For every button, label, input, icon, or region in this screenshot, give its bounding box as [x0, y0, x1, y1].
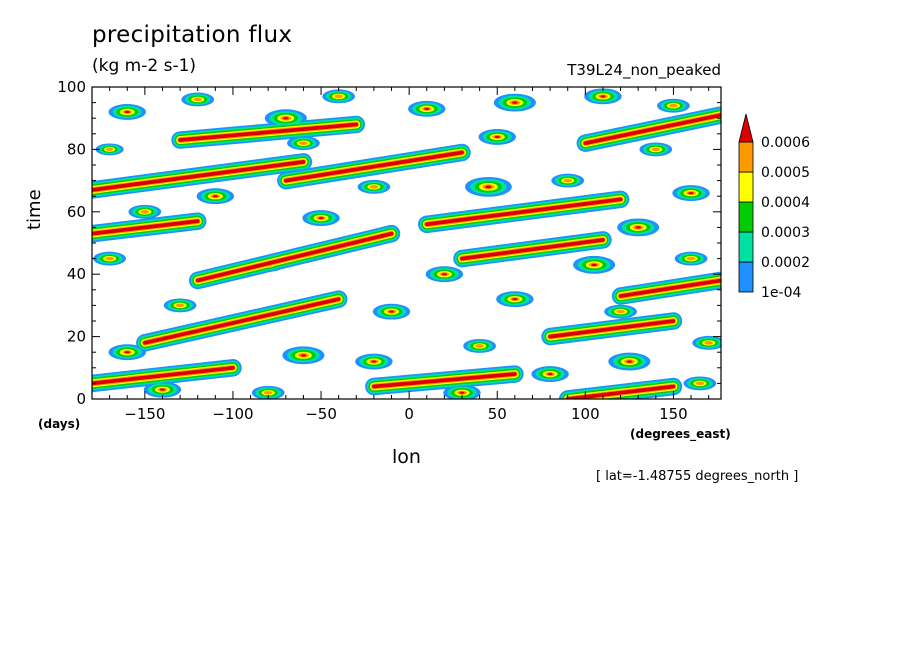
blob-38 — [459, 391, 465, 394]
streak-4 — [583, 113, 721, 146]
blob-16 — [563, 178, 572, 183]
y-tick-label: 60 — [67, 203, 86, 221]
blob-5 — [424, 107, 430, 110]
colorbar-label: 0.0005 — [761, 165, 810, 181]
blob-21 — [105, 256, 114, 261]
blob-23 — [441, 273, 448, 276]
x-axis-label: lon — [392, 446, 421, 468]
blob-18 — [140, 209, 150, 214]
colorbar-box-2 — [738, 231, 754, 263]
colorbar-box-3 — [738, 201, 754, 233]
streak-12 — [92, 365, 235, 386]
streak-3 — [178, 122, 359, 142]
blob-3 — [282, 116, 289, 120]
contour-level-6 — [92, 95, 721, 399]
y-tick-label: 40 — [67, 265, 86, 283]
y-axis-unit: (days) — [38, 417, 81, 431]
y-tick-label: 100 — [57, 78, 86, 96]
blob-30 — [124, 351, 130, 354]
x-axis-unit: (degrees_east) — [630, 427, 731, 441]
y-tick-label: 20 — [67, 328, 86, 346]
blob-1 — [124, 110, 130, 114]
blob-12 — [651, 147, 661, 152]
x-tick-label: 150 — [659, 405, 688, 423]
blob-20 — [635, 226, 642, 229]
chart-units: (kg m-2 s-1) — [92, 56, 197, 76]
streak-11 — [548, 319, 676, 339]
streak-8 — [460, 238, 605, 261]
blob-32 — [371, 360, 377, 363]
blob-37 — [263, 390, 273, 395]
blob-7 — [600, 95, 606, 98]
contour-field — [92, 88, 721, 399]
blob-28 — [512, 298, 518, 301]
blob-17 — [688, 191, 694, 195]
blob-35 — [704, 341, 713, 345]
blob-19 — [318, 216, 324, 220]
blob-14 — [369, 185, 379, 189]
latitude-annotation: [ lat=-1.48755 degrees_north ] — [596, 469, 799, 484]
colorbar-box-4 — [738, 171, 754, 203]
blob-9 — [105, 147, 114, 151]
blob-24 — [591, 263, 598, 267]
blob-10 — [299, 141, 308, 145]
x-axis: −150 −100 −50 0 50 100 150 — [109, 87, 710, 423]
blob-40 — [547, 372, 553, 376]
blob-31 — [300, 354, 307, 357]
blob-36 — [159, 388, 166, 391]
run-name: T39L24_non_peaked — [567, 61, 721, 79]
x-tick-label: −50 — [305, 405, 337, 423]
blob-6 — [511, 101, 518, 104]
blob-27 — [388, 310, 395, 313]
chart-title: precipitation flux — [92, 22, 293, 48]
blob-34 — [626, 360, 633, 363]
colorbar-box-5 — [738, 141, 754, 173]
blob-25 — [686, 256, 696, 261]
blob-39 — [695, 381, 705, 386]
streak-2 — [283, 150, 464, 183]
colorbar: 1e-04 0.0002 0.0003 0.0004 0.0005 0.0006 — [738, 113, 810, 301]
x-tick-label: 50 — [488, 405, 507, 423]
streak-6 — [195, 231, 394, 283]
colorbar-extend-arrow — [738, 113, 754, 143]
x-tick-label: −150 — [124, 405, 165, 423]
x-tick-label: −100 — [212, 405, 253, 423]
colorbar-box-1 — [738, 261, 754, 293]
blob-33 — [475, 344, 484, 348]
streak-9 — [142, 297, 341, 345]
colorbar-label: 0.0006 — [761, 135, 810, 151]
streak-1 — [92, 160, 306, 192]
streak-7 — [424, 197, 623, 227]
blob-13 — [212, 195, 218, 198]
streak-10 — [618, 278, 721, 298]
blob-15 — [485, 185, 492, 189]
blob-26 — [175, 303, 185, 308]
x-tick-label: 100 — [571, 405, 600, 423]
x-tick-label: 0 — [404, 405, 414, 423]
blob-11 — [494, 135, 500, 139]
streak-13 — [372, 372, 517, 389]
streak-5 — [92, 219, 200, 236]
blob-4 — [334, 94, 343, 99]
blob-2 — [193, 97, 202, 102]
colorbar-label: 1e-04 — [761, 285, 801, 301]
colorbar-label: 0.0004 — [761, 195, 810, 211]
y-axis: 0 20 40 60 80 100 — [57, 78, 721, 408]
blob-29 — [616, 309, 625, 314]
colorbar-label: 0.0003 — [761, 225, 810, 241]
blob-8 — [669, 103, 678, 108]
colorbar-label: 0.0002 — [761, 255, 810, 271]
y-tick-label: 80 — [67, 140, 86, 158]
y-tick-label: 0 — [76, 390, 86, 408]
